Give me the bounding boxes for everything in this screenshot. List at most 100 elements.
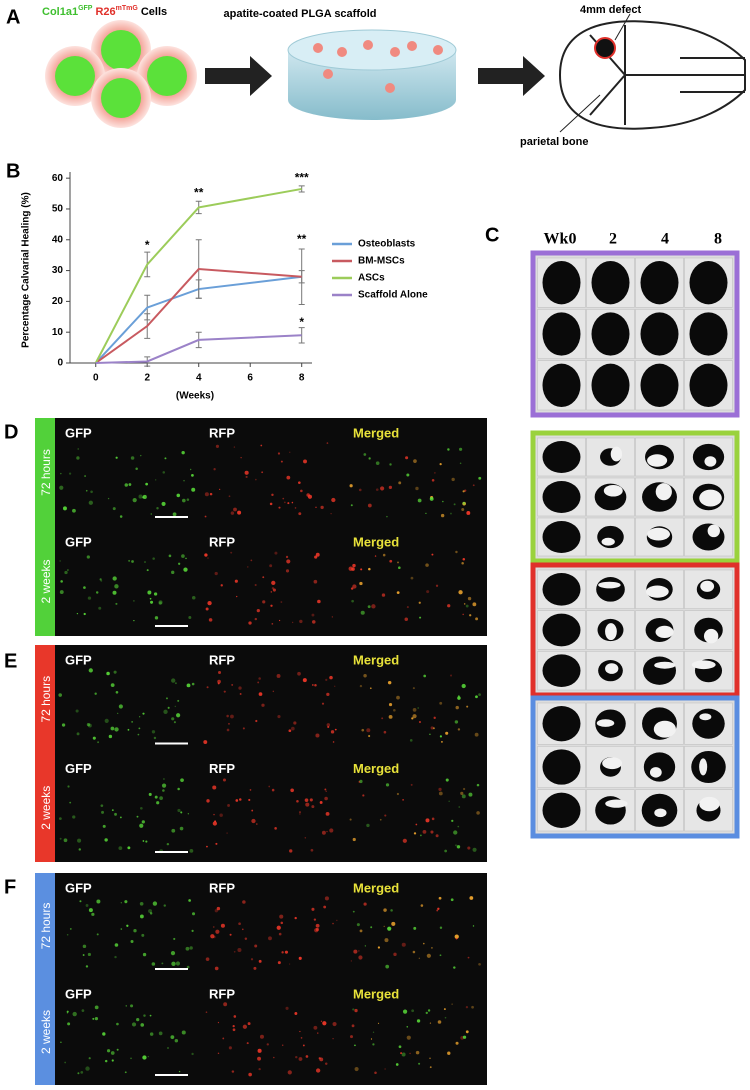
signal-speck [119, 515, 123, 518]
signal-speck [396, 591, 400, 595]
channel-label: GFP [65, 880, 92, 895]
signal-speck [208, 618, 213, 622]
signal-speck [228, 1046, 232, 1050]
signal-speck [116, 1022, 119, 1026]
signal-speck [180, 778, 184, 783]
signal-speck [277, 715, 281, 719]
signal-speck [461, 794, 466, 799]
legend-label: Osteoblasts [358, 239, 416, 250]
signal-speck [233, 950, 236, 953]
signal-speck [455, 550, 458, 554]
signal-speck [389, 463, 392, 466]
channel-label: Merged [353, 761, 399, 776]
signal-speck [298, 956, 302, 960]
x-tick-label: 8 [299, 373, 305, 384]
signal-speck [302, 1044, 305, 1047]
signal-speck [231, 1070, 235, 1073]
signal-speck [163, 904, 166, 907]
signal-speck [250, 559, 253, 562]
signal-speck [218, 671, 222, 675]
signal-speck [463, 787, 466, 791]
channel-label: Merged [353, 986, 399, 1001]
significance-mark: ** [194, 186, 204, 200]
signal-speck [324, 796, 328, 801]
signal-speck [439, 735, 443, 738]
signal-speck [425, 512, 427, 515]
signal-speck [451, 819, 454, 822]
signal-speck [336, 919, 338, 922]
signal-speck [59, 560, 61, 562]
signal-speck [191, 912, 196, 916]
signal-speck [315, 506, 317, 509]
signal-speck [294, 1012, 298, 1015]
signal-speck [64, 570, 68, 575]
signal-speck [92, 736, 96, 740]
signal-speck [466, 511, 471, 515]
signal-speck [186, 965, 190, 969]
bone-fill [601, 537, 615, 546]
signal-speck [451, 1003, 453, 1005]
signal-speck [304, 798, 309, 802]
signal-speck [288, 729, 292, 733]
bone-fill [605, 799, 628, 808]
signal-speck [298, 512, 302, 516]
signal-speck [213, 468, 216, 471]
signal-speck [149, 912, 153, 915]
signal-speck [418, 957, 421, 960]
signal-speck [362, 794, 365, 797]
signal-speck [186, 683, 191, 688]
signal-speck [450, 898, 454, 902]
signal-speck [280, 601, 283, 603]
signal-speck [191, 1052, 194, 1056]
signal-speck [247, 1022, 251, 1026]
signal-speck [223, 690, 226, 693]
signal-speck [472, 602, 477, 607]
signal-speck [299, 811, 301, 813]
signal-speck [453, 830, 458, 835]
signal-speck [258, 1067, 261, 1071]
signal-speck [181, 1030, 186, 1035]
signal-speck [226, 728, 230, 732]
signal-speck [171, 678, 176, 683]
signal-speck [413, 459, 417, 463]
signal-speck [133, 929, 137, 933]
bone-fill [699, 796, 720, 812]
bone-fill [655, 483, 672, 501]
signal-speck [468, 792, 473, 797]
signal-speck [257, 1056, 261, 1061]
signal-speck [425, 818, 430, 823]
signal-speck [142, 494, 147, 499]
signal-speck [142, 1055, 147, 1060]
gene1: Col1a1 [42, 6, 78, 18]
signal-speck [251, 809, 254, 812]
signal-speck [219, 488, 221, 490]
signal-speck [148, 792, 152, 796]
signal-speck [430, 830, 434, 834]
signal-speck [437, 1020, 442, 1024]
channel-label: Merged [353, 425, 399, 440]
signal-speck [90, 490, 93, 494]
signal-speck [418, 720, 422, 724]
signal-speck [409, 738, 413, 742]
signal-speck [291, 621, 294, 624]
signal-speck [385, 783, 390, 787]
signal-speck [284, 950, 289, 954]
signal-speck [128, 559, 131, 562]
signal-speck [164, 457, 167, 460]
cell-nucleus [101, 30, 141, 70]
signal-speck [67, 785, 70, 788]
signal-speck [371, 604, 376, 609]
signal-speck [472, 484, 475, 487]
signal-speck [374, 1071, 377, 1075]
signal-speck [130, 1004, 134, 1008]
signal-speck [327, 725, 330, 729]
signal-speck [128, 483, 132, 486]
defect [591, 363, 630, 408]
micrograph [55, 645, 487, 862]
signal-speck [205, 957, 210, 961]
signal-speck [398, 566, 401, 569]
signal-speck [86, 722, 91, 727]
signal-speck [177, 787, 180, 791]
signal-speck [124, 483, 129, 487]
defect [542, 481, 581, 513]
